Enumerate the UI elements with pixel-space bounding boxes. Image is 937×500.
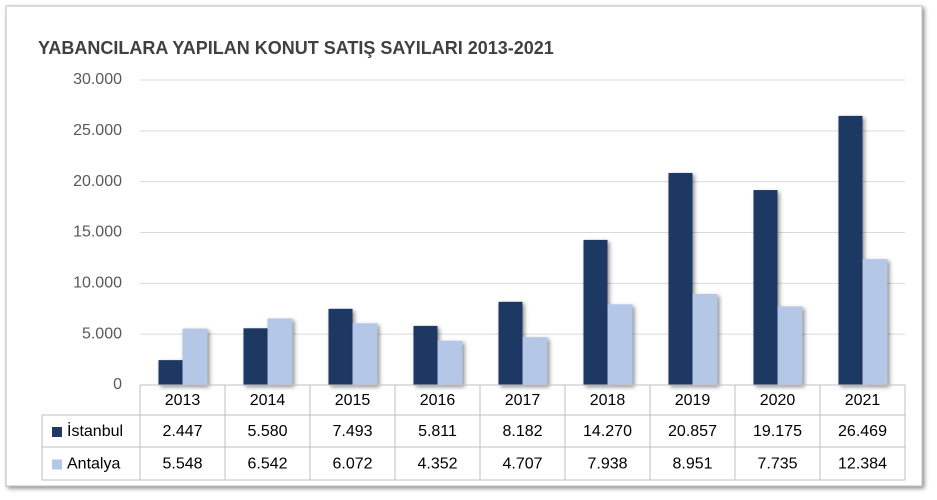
bar	[862, 259, 888, 385]
x-tick-label: 2017	[505, 392, 541, 409]
table-cell: 20.857	[668, 423, 717, 440]
bar	[437, 340, 463, 385]
x-tick-label: 2019	[675, 392, 711, 409]
bar	[413, 325, 438, 385]
table-cell: 7.938	[587, 456, 627, 473]
x-tick-label: 2018	[590, 392, 626, 409]
table-cell: 2.447	[162, 423, 202, 440]
bar	[607, 304, 633, 385]
x-tick-label: 2016	[420, 392, 456, 409]
bar	[352, 323, 378, 385]
bar	[182, 328, 208, 385]
legend-swatch	[52, 427, 62, 437]
legend-swatch	[52, 459, 62, 470]
x-tick-label: 2021	[845, 392, 881, 409]
bar	[328, 308, 353, 385]
y-tick-label: 15.000	[73, 224, 122, 241]
table-cell: 8.182	[502, 423, 542, 440]
bar	[243, 328, 268, 385]
bar	[777, 306, 803, 385]
bar	[753, 190, 778, 385]
table-cell: 5.811	[418, 423, 457, 440]
bar	[838, 115, 863, 385]
bar	[158, 360, 183, 385]
legend-label: İstanbul	[67, 421, 123, 440]
table-cell: 14.270	[583, 423, 632, 440]
table-cell: 7.493	[332, 423, 372, 440]
x-tick-label: 2014	[250, 392, 286, 409]
legend-label: Antalya	[67, 456, 120, 473]
y-tick-label: 5.000	[82, 325, 122, 342]
table-cell: 6.542	[247, 456, 287, 473]
table-cell: 5.580	[247, 423, 287, 440]
x-tick-label: 2013	[165, 392, 201, 409]
chart-title: YABANCILARA YAPILAN KONUT SATIŞ SAYILARI…	[38, 38, 554, 58]
x-tick-label: 2015	[335, 392, 371, 409]
y-tick-label: 25.000	[73, 122, 122, 139]
y-tick-label: 20.000	[73, 173, 122, 190]
table-cell: 6.072	[332, 456, 372, 473]
y-tick-label: 10.000	[73, 275, 122, 292]
bar	[498, 301, 523, 385]
table-cell: 26.469	[838, 423, 887, 440]
table-cell: 8.951	[672, 456, 712, 473]
chart-frame	[5, 5, 923, 487]
bar	[522, 337, 548, 385]
bar	[583, 239, 608, 385]
table-cell: 7.735	[757, 456, 797, 473]
table-cell: 4.707	[502, 456, 542, 473]
y-tick-label: 0	[113, 376, 122, 393]
table-cell: 12.384	[838, 456, 887, 473]
table-cell: 19.175	[753, 423, 802, 440]
bar	[668, 172, 693, 385]
table-cell: 5.548	[162, 456, 202, 473]
bar	[267, 318, 293, 385]
y-tick-label: 30.000	[73, 71, 122, 88]
x-tick-label: 2020	[760, 392, 796, 409]
table-cell: 4.352	[417, 456, 457, 473]
bar	[692, 293, 718, 385]
